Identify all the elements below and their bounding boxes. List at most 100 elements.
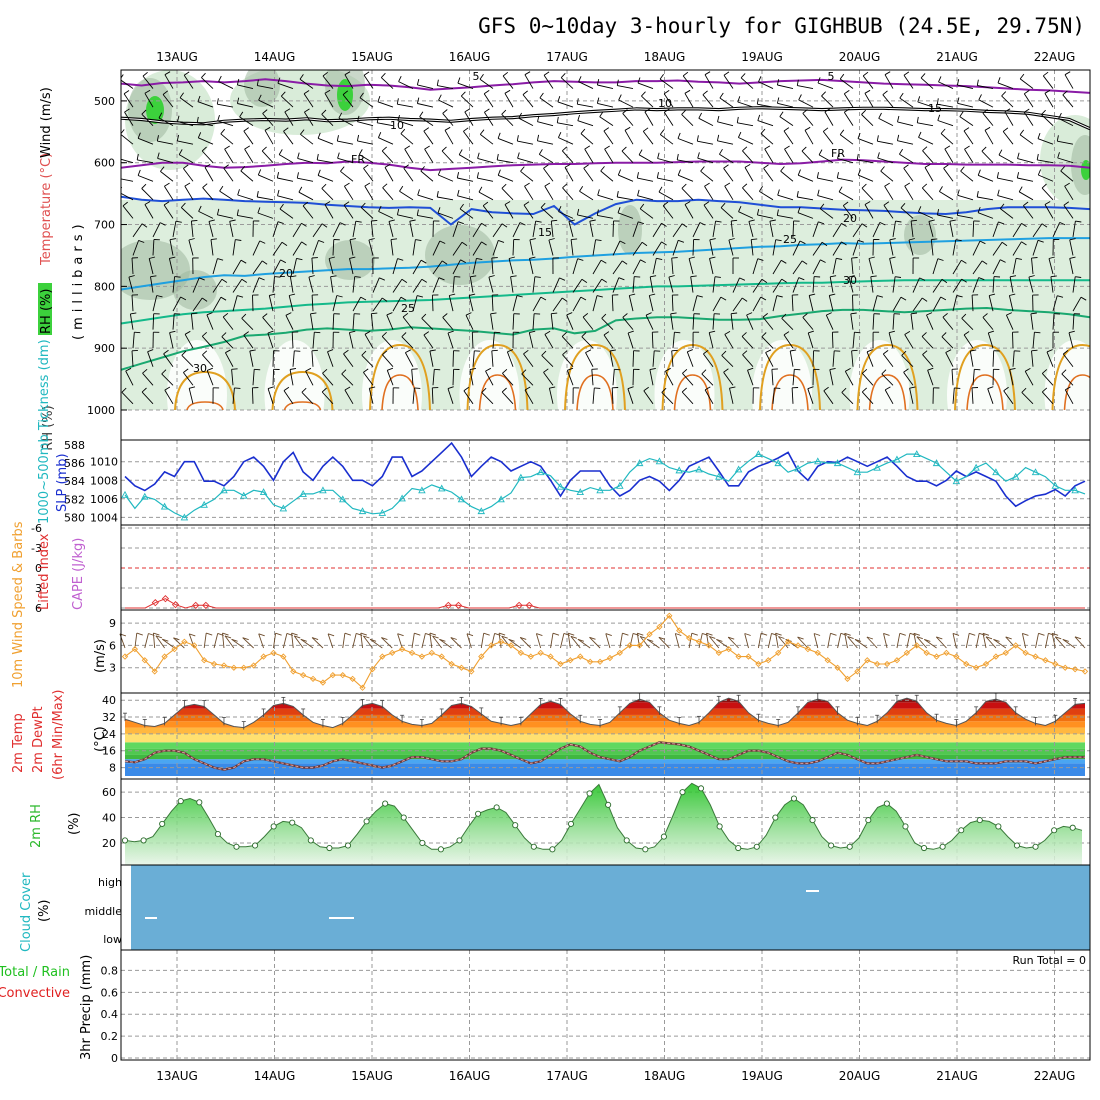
rh-point <box>976 817 983 824</box>
wind-barb <box>302 201 314 219</box>
wind-barb <box>332 239 340 256</box>
wind-barb <box>252 240 266 256</box>
wind-barb <box>465 312 474 330</box>
wind-barb <box>697 152 714 164</box>
wind-barb <box>181 350 194 368</box>
lifted-index-line <box>125 598 1085 609</box>
wind-barb <box>190 219 198 237</box>
wind-barb <box>429 349 436 367</box>
wind-barb <box>922 350 934 368</box>
wind-barb <box>828 293 836 312</box>
wind-barb <box>359 92 374 108</box>
wind-barb <box>225 349 234 367</box>
wind-barb-flag <box>639 635 647 639</box>
wind-barb <box>592 278 608 293</box>
wind-barb <box>402 312 414 330</box>
wind-barb <box>943 164 954 182</box>
wind-barb <box>643 386 654 405</box>
wind-barb <box>960 166 974 182</box>
wind-barb <box>416 78 434 89</box>
wind-barb <box>403 164 414 182</box>
wind-barb <box>297 152 314 164</box>
wind-barb <box>437 207 454 219</box>
wind-barb <box>1012 257 1022 275</box>
wind-barb <box>748 219 755 238</box>
thickness-point <box>695 465 703 473</box>
slp-thickness-panel: 1004 1006 1008 1010 580 582 584 586 588 1000~500… <box>37 339 1091 526</box>
wind-barb <box>1069 256 1076 275</box>
wind-barb-flag <box>231 638 238 642</box>
contour-label: 30 <box>843 274 857 287</box>
wind-barb <box>152 331 160 349</box>
wind-barb <box>492 223 508 238</box>
wind-barb <box>884 182 894 201</box>
wind-barb <box>1056 135 1074 145</box>
wind-barb <box>603 127 614 145</box>
wind-barb <box>796 79 814 89</box>
wind-barb <box>670 312 677 330</box>
wind-barb <box>1044 89 1054 108</box>
wind-barb <box>322 368 334 386</box>
wind-barb <box>872 221 886 238</box>
wind-barb <box>206 367 214 386</box>
wind-barb <box>236 97 254 108</box>
wind-barb-flag <box>381 637 388 641</box>
pressure-tick: 1000 <box>87 404 115 417</box>
wind-barb <box>978 94 994 108</box>
wind-barb <box>971 387 979 404</box>
wind-speed-point <box>705 642 713 649</box>
wind-barb <box>1008 293 1016 312</box>
wind-barb <box>192 277 205 293</box>
wind-barb <box>724 331 734 349</box>
rh-point <box>920 844 928 852</box>
wind-barb <box>762 313 774 330</box>
rh-point <box>605 801 612 808</box>
wind-barb <box>463 127 474 145</box>
wind-barb <box>632 241 648 256</box>
temp-tick: 16 <box>102 745 116 758</box>
temp-2m-panel: 8 16 24 32 40 2m Temp 2m DewPt (6hr Min/Max)… <box>11 690 1091 780</box>
wind-barb <box>497 132 514 145</box>
wind-barb <box>816 172 834 182</box>
wind-barb <box>578 76 594 89</box>
wind-barb <box>337 152 354 164</box>
wind-barb <box>321 183 334 201</box>
wind-barb <box>851 349 858 367</box>
wind-speed-point <box>527 653 534 660</box>
wind-barb <box>791 294 799 312</box>
wind-barb <box>164 182 174 201</box>
wind-barb <box>204 164 214 182</box>
temp-tick: 40 <box>102 694 116 707</box>
wind-speed-point <box>329 672 336 679</box>
wind-barb-10m <box>311 637 324 649</box>
wind-barb <box>652 241 667 256</box>
wind-barb <box>1037 132 1054 145</box>
wind-barb <box>121 158 134 164</box>
rh-point <box>1013 842 1021 849</box>
thickness-point <box>477 507 486 515</box>
wind-barb <box>572 387 580 404</box>
rh-point <box>159 820 166 827</box>
wind-barb <box>548 386 556 404</box>
thickness-point <box>715 472 723 480</box>
wind-barb <box>543 71 554 89</box>
wind-barb <box>399 185 414 201</box>
wind-barb <box>216 98 234 108</box>
wind-speed-point <box>794 642 802 649</box>
wind-barb-10m <box>744 633 749 649</box>
date-label-top: 22AUG <box>1034 50 1076 64</box>
wind-barb <box>1062 350 1074 368</box>
wind-barb <box>144 201 154 219</box>
temperature-contour-30 <box>1051 343 1090 410</box>
wind-barb <box>529 238 536 256</box>
wind-barb <box>723 71 734 89</box>
wind-barb <box>272 350 280 367</box>
wind-barb <box>568 219 575 238</box>
wind-barb <box>776 79 794 89</box>
rh-point <box>902 823 909 830</box>
wind-barb <box>436 191 454 201</box>
wind-barb <box>252 277 265 293</box>
wind-barb <box>628 293 636 312</box>
wind-barbs <box>121 71 1087 405</box>
wind-barb-10m <box>570 636 581 649</box>
